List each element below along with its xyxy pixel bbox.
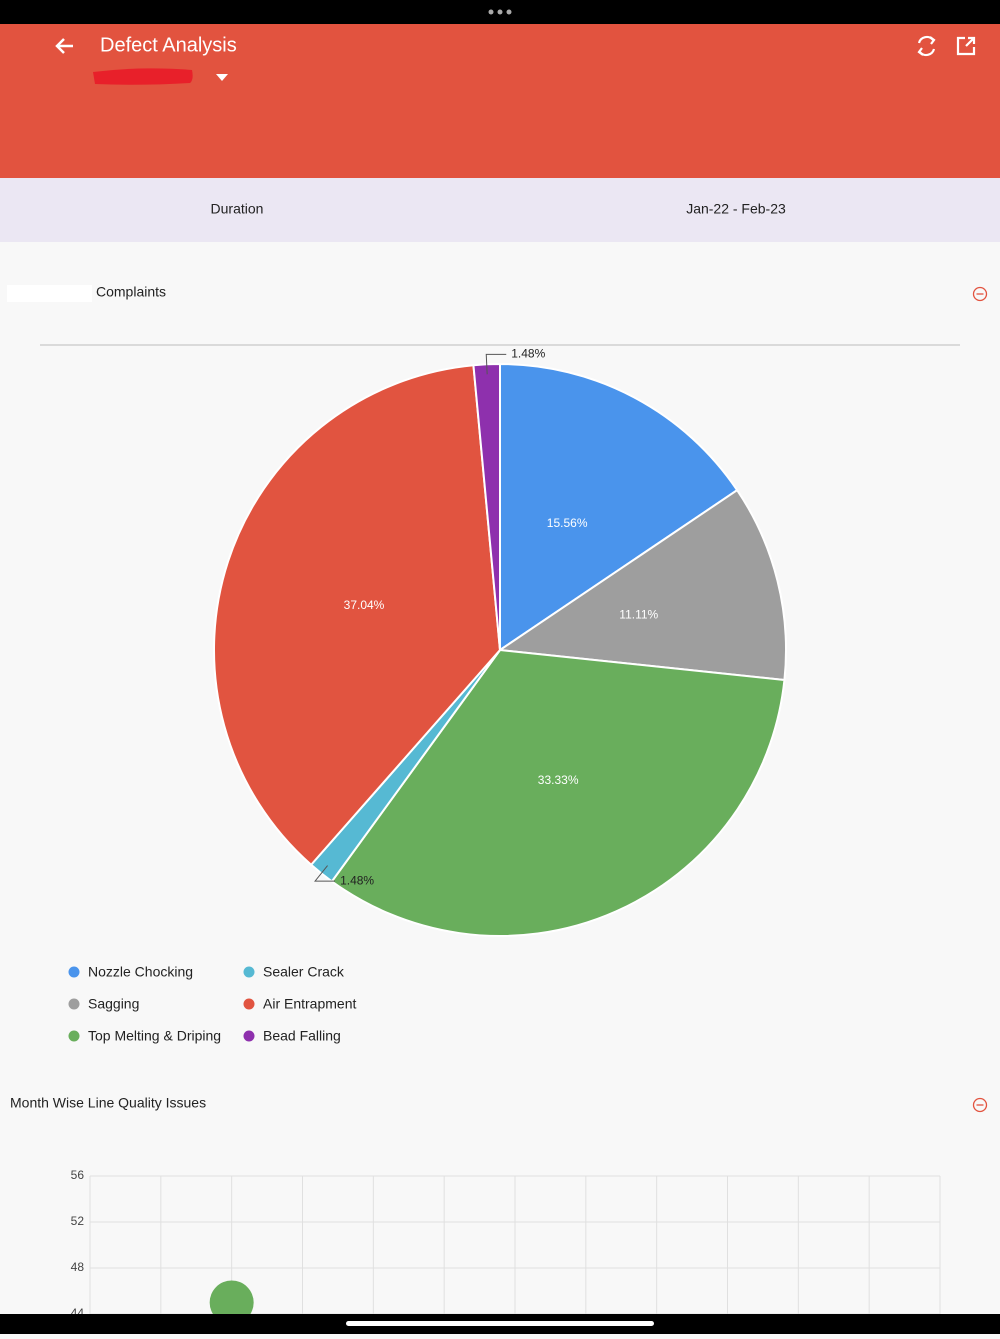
slice-label: 1.48% [340,873,374,887]
slice-label: 33.33% [538,773,579,787]
point [209,1280,254,1325]
y-tick-label: 48 [71,1260,85,1274]
home-bar [0,1314,1000,1334]
pie-slice [497,488,787,682]
y-tick-label: 52 [71,1214,85,1228]
legend-label: Sealer Crack [263,964,345,980]
legend-label: Sagging [88,996,139,1012]
collapse-button[interactable] [972,286,988,302]
legend-dot [68,966,80,978]
slice-label: 15.56% [547,516,588,530]
dot [488,9,494,15]
legend-dot [243,1030,255,1042]
duration-bar [0,178,1000,242]
collapse-button[interactable] [972,1097,988,1113]
app-bar [0,24,1000,178]
refresh-button[interactable] [917,35,936,57]
back-button[interactable] [55,38,73,54]
duration-label: Duration [211,201,264,217]
section-title: Complaints [96,284,166,300]
legend-label: Air Entrapment [263,996,356,1012]
legend-dot [68,1030,80,1042]
open-button[interactable] [956,36,976,56]
slice-label: 11.11% [619,608,658,622]
legend-label: Bead Falling [263,1028,341,1044]
legend-dot [68,998,80,1010]
section-title: Month Wise Line Quality Issues [10,1095,206,1111]
redacted [93,68,193,85]
pie-slice [330,648,786,937]
legend-dot [243,966,255,978]
dropdown[interactable] [216,74,228,81]
pie-slice [213,364,502,867]
home-indicator [346,1321,654,1326]
dot [506,9,512,15]
redacted [7,285,92,302]
pie-slice [499,362,739,652]
dot [497,9,503,15]
legend-label: Top Melting & Driping [88,1028,221,1044]
legend-label: Nozzle Chocking [88,964,193,980]
leader-line [485,353,507,375]
legend-dot [243,998,255,1010]
duration-value: Jan-22 - Feb-23 [686,201,786,217]
leader-line [314,865,336,882]
slice-label: 37.04% [344,598,385,612]
y-tick-label: 56 [71,1168,85,1182]
slice-label: 1.48% [511,346,545,360]
page-title: Defect Analysis [100,34,237,56]
